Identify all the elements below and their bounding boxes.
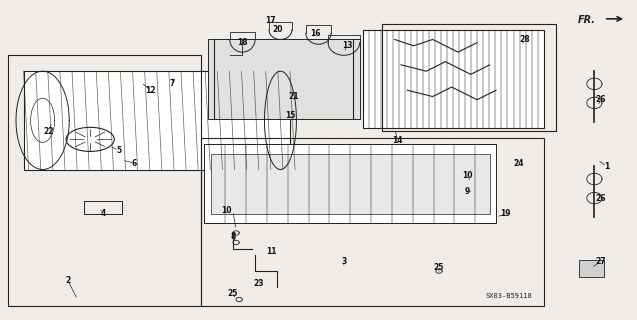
Text: 16: 16 <box>310 28 320 38</box>
Text: 22: 22 <box>44 127 54 136</box>
Text: 3: 3 <box>341 257 347 266</box>
Text: 12: 12 <box>145 86 155 95</box>
Text: 9: 9 <box>465 187 470 196</box>
Text: 27: 27 <box>596 257 606 266</box>
Text: 8: 8 <box>230 232 236 241</box>
Text: 24: 24 <box>513 159 524 168</box>
Text: 28: 28 <box>519 35 530 44</box>
Text: 26: 26 <box>596 194 606 203</box>
Text: 14: 14 <box>392 136 403 146</box>
Text: 23: 23 <box>253 279 264 288</box>
Text: FR.: FR. <box>578 15 596 25</box>
Text: 21: 21 <box>288 92 298 101</box>
Text: 10: 10 <box>462 172 473 180</box>
Text: 17: 17 <box>266 16 276 25</box>
Text: 11: 11 <box>266 247 276 257</box>
Text: 1: 1 <box>605 162 610 171</box>
Text: 18: 18 <box>237 38 248 47</box>
Bar <box>204 144 496 223</box>
Text: 25: 25 <box>227 289 238 298</box>
Bar <box>24 71 290 170</box>
Text: 20: 20 <box>272 25 283 35</box>
Text: 2: 2 <box>66 276 71 285</box>
Bar <box>208 39 360 119</box>
Text: 19: 19 <box>500 209 511 219</box>
Text: SX03-B59118: SX03-B59118 <box>485 293 532 300</box>
Text: 13: 13 <box>342 41 352 50</box>
Text: 5: 5 <box>116 146 121 155</box>
Text: 4: 4 <box>100 209 106 219</box>
Bar <box>578 260 604 277</box>
Bar <box>363 30 543 128</box>
Text: 6: 6 <box>132 159 137 168</box>
Bar <box>211 154 490 214</box>
Text: 26: 26 <box>596 95 606 104</box>
Text: 15: 15 <box>285 111 295 120</box>
Text: 25: 25 <box>434 263 444 272</box>
Text: 7: 7 <box>170 79 175 88</box>
Text: 10: 10 <box>221 206 232 215</box>
